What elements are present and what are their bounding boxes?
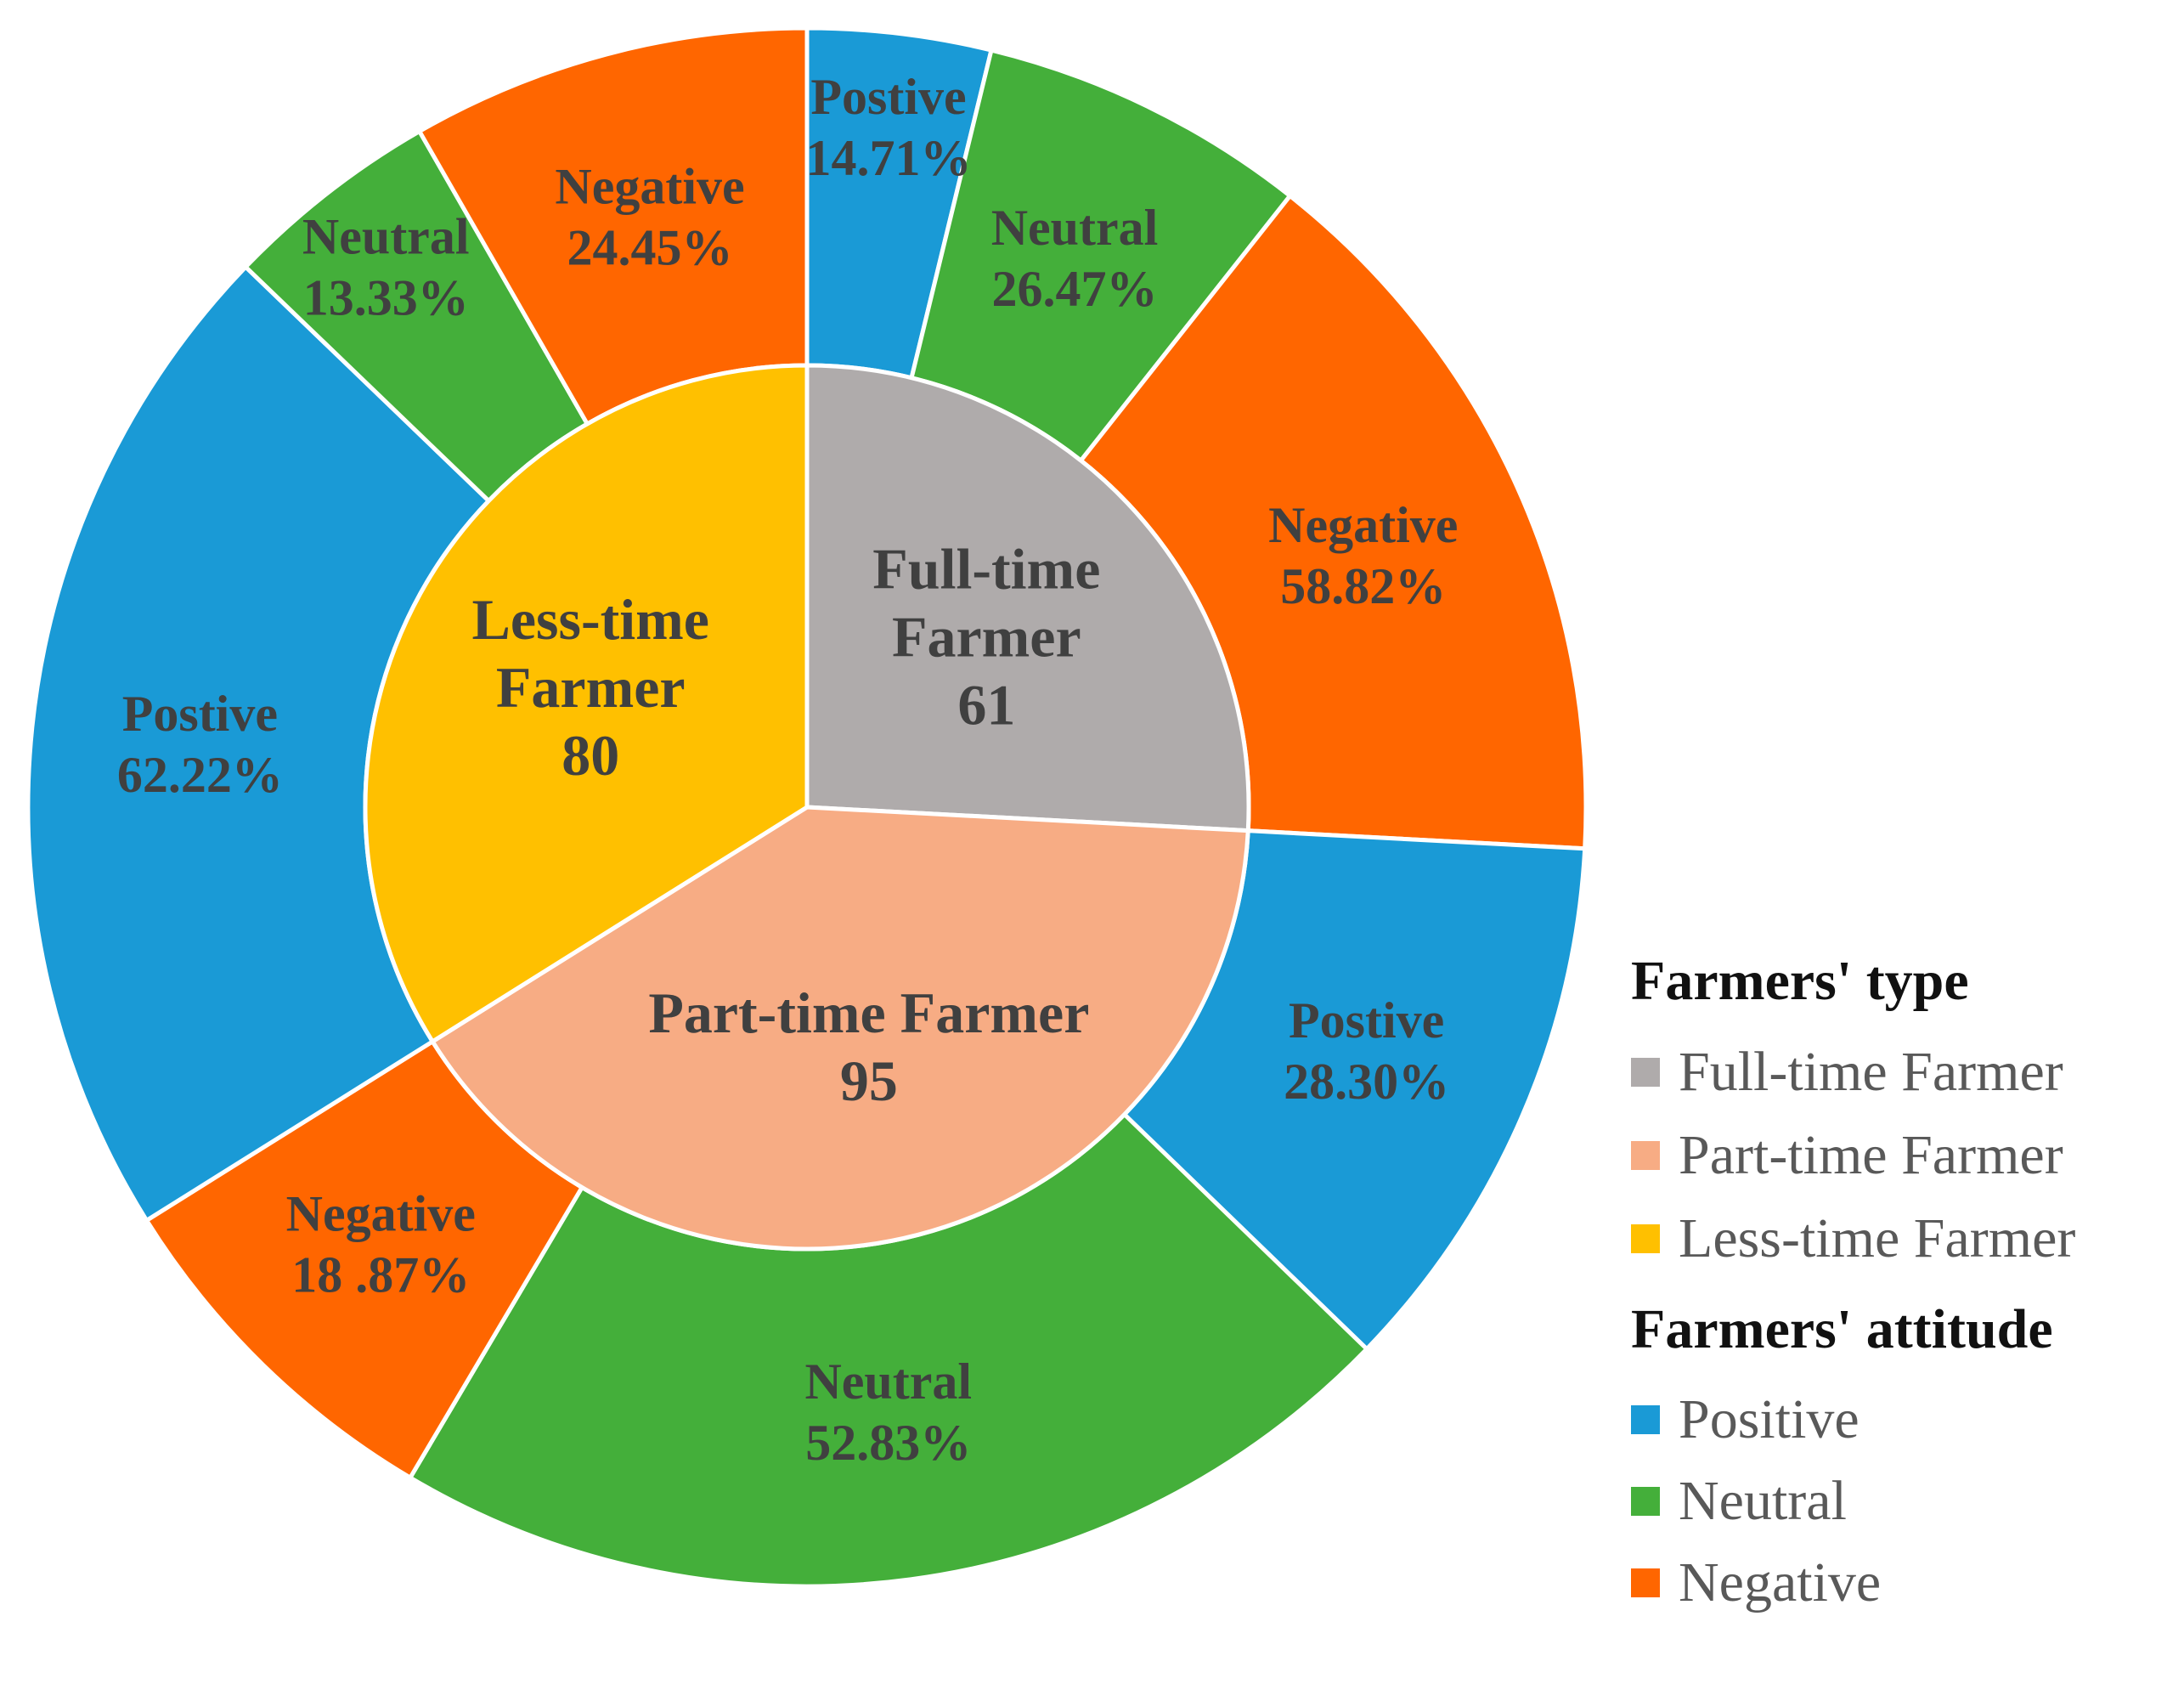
legend-swatch-positive bbox=[1631, 1405, 1660, 1434]
inner-label-full-time-farmer-line-3: 61 bbox=[957, 673, 1015, 737]
outer-label-part-time-farmer-positive-line-1: Postive bbox=[1289, 992, 1444, 1048]
inner-label-less-time-farmer-line-1: Less-time bbox=[472, 587, 709, 652]
legend-swatch-part-time-farmer bbox=[1631, 1141, 1660, 1170]
legend-label-less-time-farmer: Less-time Farmer bbox=[1679, 1207, 2076, 1269]
outer-label-less-time-farmer-negative: Negative 24.45% bbox=[555, 159, 744, 276]
inner-label-part-time-farmer-line-2: 95 bbox=[840, 1048, 898, 1113]
outer-label-full-time-farmer-positive-line-1: Postive bbox=[810, 69, 966, 125]
inner-ring bbox=[363, 363, 1251, 1252]
outer-label-part-time-farmer-neutral-line-2: 52.83% bbox=[805, 1415, 971, 1471]
legend-item-negative: Negative bbox=[1631, 1542, 2175, 1624]
legend-title-farmers-type: Farmers' type bbox=[1631, 950, 1969, 1012]
legend-label-neutral: Neutral bbox=[1679, 1470, 1847, 1532]
outer-label-full-time-farmer-neutral: Neutral 26.47% bbox=[991, 200, 1159, 317]
outer-label-part-time-farmer-positive-line-2: 28.30% bbox=[1284, 1054, 1449, 1110]
legend-item-part-time-farmer: Part-time Farmer bbox=[1631, 1114, 2175, 1197]
outer-label-full-time-farmer-neutral-line-1: Neutral bbox=[991, 200, 1159, 256]
inner-label-full-time-farmer: Full-time Farmer 61 bbox=[872, 537, 1100, 737]
inner-label-part-time-farmer: Part-time Farmer 95 bbox=[648, 980, 1089, 1113]
inner-label-less-time-farmer-line-2: Farmer bbox=[496, 655, 686, 720]
outer-label-less-time-farmer-negative-line-2: 24.45% bbox=[567, 220, 733, 276]
legend-item-full-time-farmer: Full-time Farmer bbox=[1631, 1031, 2175, 1114]
outer-label-full-time-farmer-negative-line-1: Negative bbox=[1268, 497, 1458, 553]
outer-label-less-time-farmer-neutral-line-2: 13.33% bbox=[303, 270, 469, 326]
legend-label-negative: Negative bbox=[1679, 1551, 1882, 1613]
outer-label-less-time-farmer-positive: Postive 62.22% bbox=[117, 686, 283, 803]
outer-label-full-time-farmer-negative: Negative 58.82% bbox=[1268, 497, 1458, 614]
legend-swatch-full-time-farmer bbox=[1631, 1058, 1660, 1087]
inner-slice-less-time-farmer bbox=[363, 363, 810, 1044]
outer-label-less-time-farmer-positive-line-2: 62.22% bbox=[117, 747, 283, 803]
outer-label-part-time-farmer-negative: Negative 18 .87% bbox=[286, 1185, 476, 1303]
inner-label-less-time-farmer: Less-time Farmer 80 bbox=[472, 587, 709, 788]
inner-label-part-time-farmer-line-1: Part-time Farmer bbox=[648, 980, 1089, 1045]
legend: Farmers' type Full-time Farmer Part-time… bbox=[1631, 947, 2175, 1624]
outer-label-full-time-farmer-positive: Postive 14.71% bbox=[806, 69, 972, 186]
outer-label-less-time-farmer-neutral: Neutral 13.33% bbox=[302, 209, 470, 326]
legend-item-positive: Positive bbox=[1631, 1379, 2175, 1461]
legend-swatch-neutral bbox=[1631, 1487, 1660, 1516]
inner-slice-part-time-farmer bbox=[430, 805, 1250, 1252]
legend-label-part-time-farmer: Part-time Farmer bbox=[1679, 1124, 2063, 1186]
inner-label-full-time-farmer-line-1: Full-time bbox=[872, 537, 1100, 602]
outer-label-part-time-farmer-negative-line-1: Negative bbox=[286, 1185, 476, 1241]
outer-label-full-time-farmer-negative-line-2: 58.82% bbox=[1280, 558, 1446, 614]
outer-label-less-time-farmer-neutral-line-1: Neutral bbox=[302, 209, 470, 265]
legend-group-farmers-type: Farmers' type Full-time Farmer Part-time… bbox=[1631, 947, 2175, 1280]
outer-label-full-time-farmer-positive-line-2: 14.71% bbox=[806, 130, 972, 186]
outer-label-part-time-farmer-neutral: Neutral 52.83% bbox=[804, 1353, 972, 1471]
inner-label-full-time-farmer-line-2: Farmer bbox=[892, 605, 1081, 670]
legend-title-farmers-attitude: Farmers' attitude bbox=[1631, 1298, 2053, 1360]
outer-label-full-time-farmer-neutral-line-2: 26.47% bbox=[992, 261, 1158, 317]
legend-item-less-time-farmer: Less-time Farmer bbox=[1631, 1197, 2175, 1280]
legend-item-neutral: Neutral bbox=[1631, 1461, 2175, 1542]
outer-labels: Postive 14.71%Neutral 26.47%Negative 58.82%… bbox=[117, 69, 1459, 1471]
inner-slice-full-time-farmer bbox=[804, 363, 1251, 834]
legend-group-farmers-attitude: Farmers' attitude Positive Neutral Negat… bbox=[1631, 1296, 2175, 1624]
outer-label-part-time-farmer-positive: Postive 28.30% bbox=[1284, 992, 1449, 1110]
outer-label-less-time-farmer-positive-line-1: Postive bbox=[122, 686, 278, 742]
legend-label-full-time-farmer: Full-time Farmer bbox=[1679, 1041, 2063, 1103]
legend-label-positive: Positive bbox=[1679, 1388, 1860, 1450]
inner-label-less-time-farmer-line-3: 80 bbox=[562, 723, 619, 788]
outer-ring bbox=[25, 25, 1589, 1589]
outer-label-less-time-farmer-negative-line-1: Negative bbox=[555, 159, 744, 215]
outer-label-part-time-farmer-negative-line-2: 18 .87% bbox=[291, 1246, 470, 1303]
legend-swatch-less-time-farmer bbox=[1631, 1224, 1660, 1253]
outer-label-part-time-farmer-neutral-line-1: Neutral bbox=[804, 1353, 972, 1410]
legend-swatch-negative bbox=[1631, 1568, 1660, 1597]
